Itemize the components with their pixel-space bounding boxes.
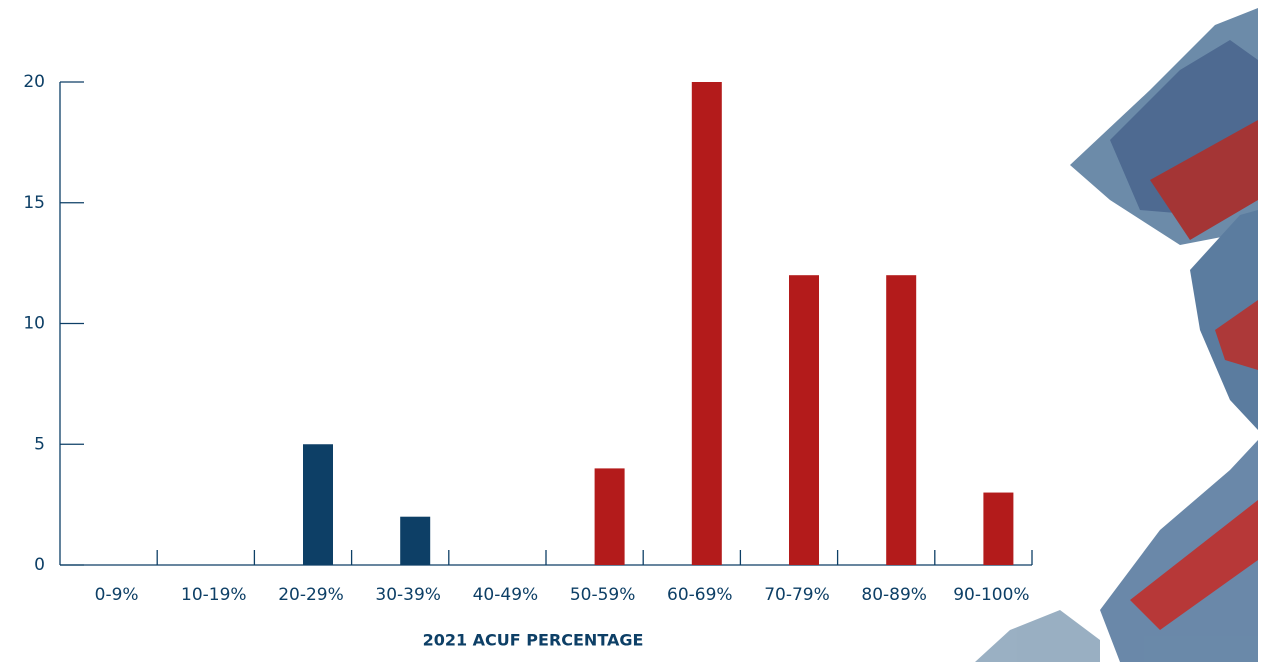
x-tick-label: 70-79%: [764, 585, 830, 605]
x-tick-label: 10-19%: [181, 585, 247, 605]
x-axis-title: 2021 ACUF PERCENTAGE: [423, 631, 644, 650]
y-tick-label: 20: [23, 72, 45, 92]
decoration: [975, 8, 1258, 662]
y-tick-label: 0: [34, 555, 45, 575]
x-tick-label: 90-100%: [953, 585, 1029, 605]
bar: [594, 468, 625, 565]
bar: [886, 275, 917, 565]
x-tick-label: 30-39%: [375, 585, 441, 605]
y-tick-label: 15: [23, 193, 45, 213]
x-tick-label: 40-49%: [473, 585, 539, 605]
x-tick-label: 0-9%: [95, 585, 139, 605]
bar: [691, 82, 722, 565]
bar: [983, 492, 1014, 565]
bar: [400, 516, 431, 565]
bar: [303, 444, 333, 565]
y-tick-label: 10: [23, 314, 45, 334]
x-tick-label: 20-29%: [278, 585, 344, 605]
x-tick-label: 80-89%: [861, 585, 927, 605]
x-tick-label: 50-59%: [570, 585, 636, 605]
x-tick-label: 60-69%: [667, 585, 733, 605]
y-tick-label: 5: [34, 434, 45, 454]
bar: [789, 275, 819, 565]
